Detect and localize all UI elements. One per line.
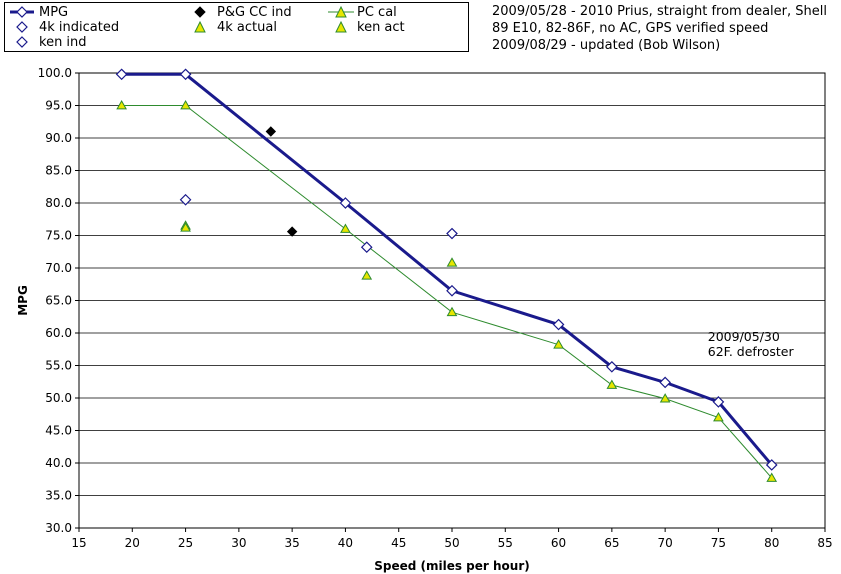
data-series bbox=[115, 68, 778, 482]
note-line: 2009/05/28 - 2010 Prius, straight from d… bbox=[492, 4, 827, 19]
legend-label: MPG bbox=[39, 5, 69, 20]
legend-label: ken act bbox=[357, 20, 405, 35]
x-tick-label: 20 bbox=[125, 536, 140, 550]
y-tick-label: 60.0 bbox=[45, 326, 72, 340]
y-tick-label: 50.0 bbox=[45, 391, 72, 405]
y-tick-label: 90.0 bbox=[45, 131, 72, 145]
y-tick-label: 85.0 bbox=[45, 164, 72, 178]
data-point bbox=[179, 193, 192, 206]
y-tick-label: 55.0 bbox=[45, 359, 72, 373]
x-tick-label: 65 bbox=[604, 536, 619, 550]
legend: MPG 4k indicated ken ind P&G CC ind 4k a… bbox=[4, 2, 469, 52]
x-axis-ticks: 15 20 25 30 35 40 45 50 55 60 65 70 75 80 85 bbox=[71, 528, 833, 550]
legend-label: ken ind bbox=[39, 35, 87, 50]
data-point bbox=[659, 376, 671, 389]
data-point bbox=[606, 379, 618, 389]
legend-label: PC cal bbox=[357, 5, 397, 20]
data-point bbox=[115, 68, 128, 81]
data-point bbox=[659, 393, 671, 403]
legend-label: 4k actual bbox=[217, 20, 277, 35]
data-point bbox=[713, 411, 724, 422]
x-tick-label: 85 bbox=[817, 536, 832, 550]
data-point bbox=[446, 227, 458, 240]
data-point bbox=[712, 396, 725, 408]
data-point bbox=[765, 459, 778, 471]
x-tick-label: 45 bbox=[391, 536, 406, 550]
data-point bbox=[446, 306, 458, 317]
note-line: 2009/08/29 - updated (Bob Wilson) bbox=[492, 38, 721, 53]
y-tick-label: 30.0 bbox=[45, 521, 72, 535]
data-point bbox=[606, 360, 618, 373]
y-tick-label: 70.0 bbox=[45, 261, 72, 275]
y-tick-label: 75.0 bbox=[45, 229, 72, 243]
annotation-date: 2009/05/30 bbox=[708, 329, 780, 344]
data-point bbox=[339, 197, 352, 209]
x-tick-label: 75 bbox=[711, 536, 726, 550]
y-axis-ticks: 30.0 35.0 40.0 45.0 50.0 55.0 60.0 65.0 70.0 75.0… bbox=[38, 66, 79, 535]
data-point bbox=[180, 99, 191, 110]
y-tick-label: 100.0 bbox=[38, 66, 72, 80]
x-tick-label: 50 bbox=[444, 536, 459, 550]
data-point bbox=[446, 257, 458, 267]
y-tick-label: 95.0 bbox=[45, 99, 72, 113]
data-point bbox=[553, 339, 564, 349]
data-point bbox=[340, 223, 351, 233]
series-4k-indicated bbox=[179, 193, 458, 254]
series-ken-act bbox=[180, 222, 191, 232]
data-point bbox=[361, 270, 373, 280]
data-point bbox=[446, 284, 458, 297]
data-point bbox=[116, 99, 127, 110]
legend-label: 4k indicated bbox=[39, 20, 120, 35]
data-point bbox=[179, 68, 192, 81]
x-tick-label: 35 bbox=[285, 536, 300, 550]
x-tick-label: 80 bbox=[764, 536, 779, 550]
x-tick-label: 55 bbox=[498, 536, 513, 550]
y-tick-label: 45.0 bbox=[45, 424, 72, 438]
data-point bbox=[360, 241, 373, 254]
data-point bbox=[766, 472, 778, 482]
y-tick-label: 80.0 bbox=[45, 196, 72, 210]
y-tick-label: 35.0 bbox=[45, 489, 72, 503]
data-point bbox=[552, 318, 565, 331]
x-tick-label: 25 bbox=[178, 536, 193, 550]
data-point bbox=[286, 226, 298, 237]
x-axis-title: Speed (miles per hour) bbox=[374, 559, 530, 573]
series-line bbox=[121, 105, 773, 479]
data-point bbox=[265, 126, 277, 137]
series-line bbox=[121, 72, 773, 466]
series-pc-cal bbox=[116, 99, 778, 482]
legend-label: P&G CC ind bbox=[217, 5, 292, 20]
note-line: 89 E10, 82-86F, no AC, GPS verified spee… bbox=[492, 21, 769, 36]
x-tick-label: 60 bbox=[551, 536, 566, 550]
series-mpg bbox=[115, 68, 778, 471]
data-point bbox=[180, 222, 191, 232]
grid-lines bbox=[79, 72, 825, 529]
annotation-note: 62F. defroster bbox=[708, 344, 795, 359]
x-tick-label: 70 bbox=[658, 536, 673, 550]
chart-notes: 2009/05/28 - 2010 Prius, straight from d… bbox=[492, 3, 827, 54]
series-p-g-cc-ind bbox=[265, 126, 298, 237]
series-4k-actual bbox=[180, 220, 458, 280]
y-tick-label: 65.0 bbox=[45, 294, 72, 308]
x-tick-label: 40 bbox=[338, 536, 353, 550]
plot-frame bbox=[78, 72, 826, 529]
y-axis-title: MPG bbox=[16, 285, 30, 316]
x-tick-label: 15 bbox=[71, 536, 86, 550]
y-tick-label: 40.0 bbox=[45, 456, 72, 470]
x-tick-label: 30 bbox=[231, 536, 246, 550]
